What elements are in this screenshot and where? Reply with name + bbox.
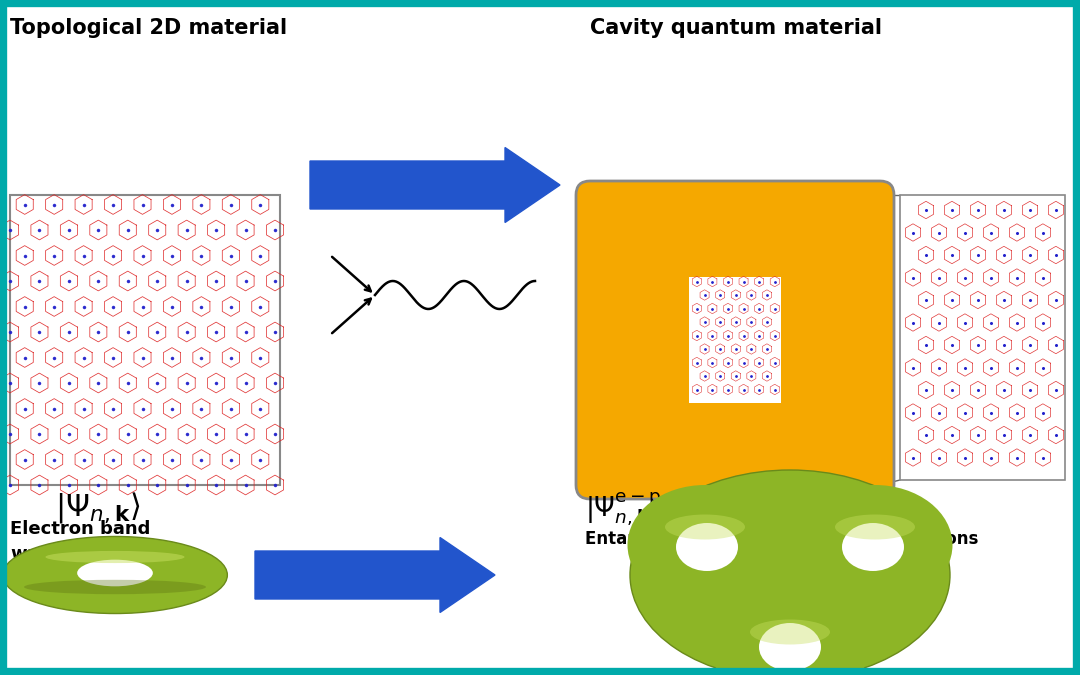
FancyBboxPatch shape <box>604 209 866 277</box>
Ellipse shape <box>842 523 904 571</box>
Ellipse shape <box>77 560 153 587</box>
Text: $|\Psi^{\mathrm{e-p}}_{n,\mathbf{k}}\rangle \neq |\phi^{\mathrm{e}}_{n,\mathbf{k: $|\Psi^{\mathrm{e-p}}_{n,\mathbf{k}}\ran… <box>585 490 825 528</box>
FancyBboxPatch shape <box>900 195 1065 480</box>
FancyBboxPatch shape <box>10 195 280 485</box>
Ellipse shape <box>797 485 953 605</box>
Ellipse shape <box>2 537 228 614</box>
Ellipse shape <box>665 514 745 539</box>
FancyArrow shape <box>255 537 495 612</box>
Text: $|\Psi_{n,\mathbf{k}}\rangle$: $|\Psi_{n,\mathbf{k}}\rangle$ <box>55 490 140 525</box>
FancyBboxPatch shape <box>604 403 866 471</box>
FancyBboxPatch shape <box>689 277 781 403</box>
Text: wavefunctions: wavefunctions <box>10 545 157 563</box>
FancyBboxPatch shape <box>576 181 894 499</box>
Ellipse shape <box>24 580 206 594</box>
Ellipse shape <box>750 620 831 645</box>
FancyBboxPatch shape <box>781 277 866 403</box>
Text: Topological 2D material: Topological 2D material <box>10 18 287 38</box>
Text: Cavity quantum material: Cavity quantum material <box>590 18 882 38</box>
Text: Entangled electron-photon wavefunctions: Entangled electron-photon wavefunctions <box>585 530 978 548</box>
FancyBboxPatch shape <box>604 209 866 471</box>
Ellipse shape <box>713 590 867 675</box>
Ellipse shape <box>45 551 185 563</box>
Text: Electron band: Electron band <box>10 520 150 538</box>
Ellipse shape <box>759 623 821 671</box>
Ellipse shape <box>835 514 915 539</box>
FancyArrow shape <box>310 148 561 223</box>
Ellipse shape <box>627 485 783 605</box>
FancyBboxPatch shape <box>604 277 689 403</box>
Ellipse shape <box>676 523 738 571</box>
Ellipse shape <box>630 470 950 675</box>
